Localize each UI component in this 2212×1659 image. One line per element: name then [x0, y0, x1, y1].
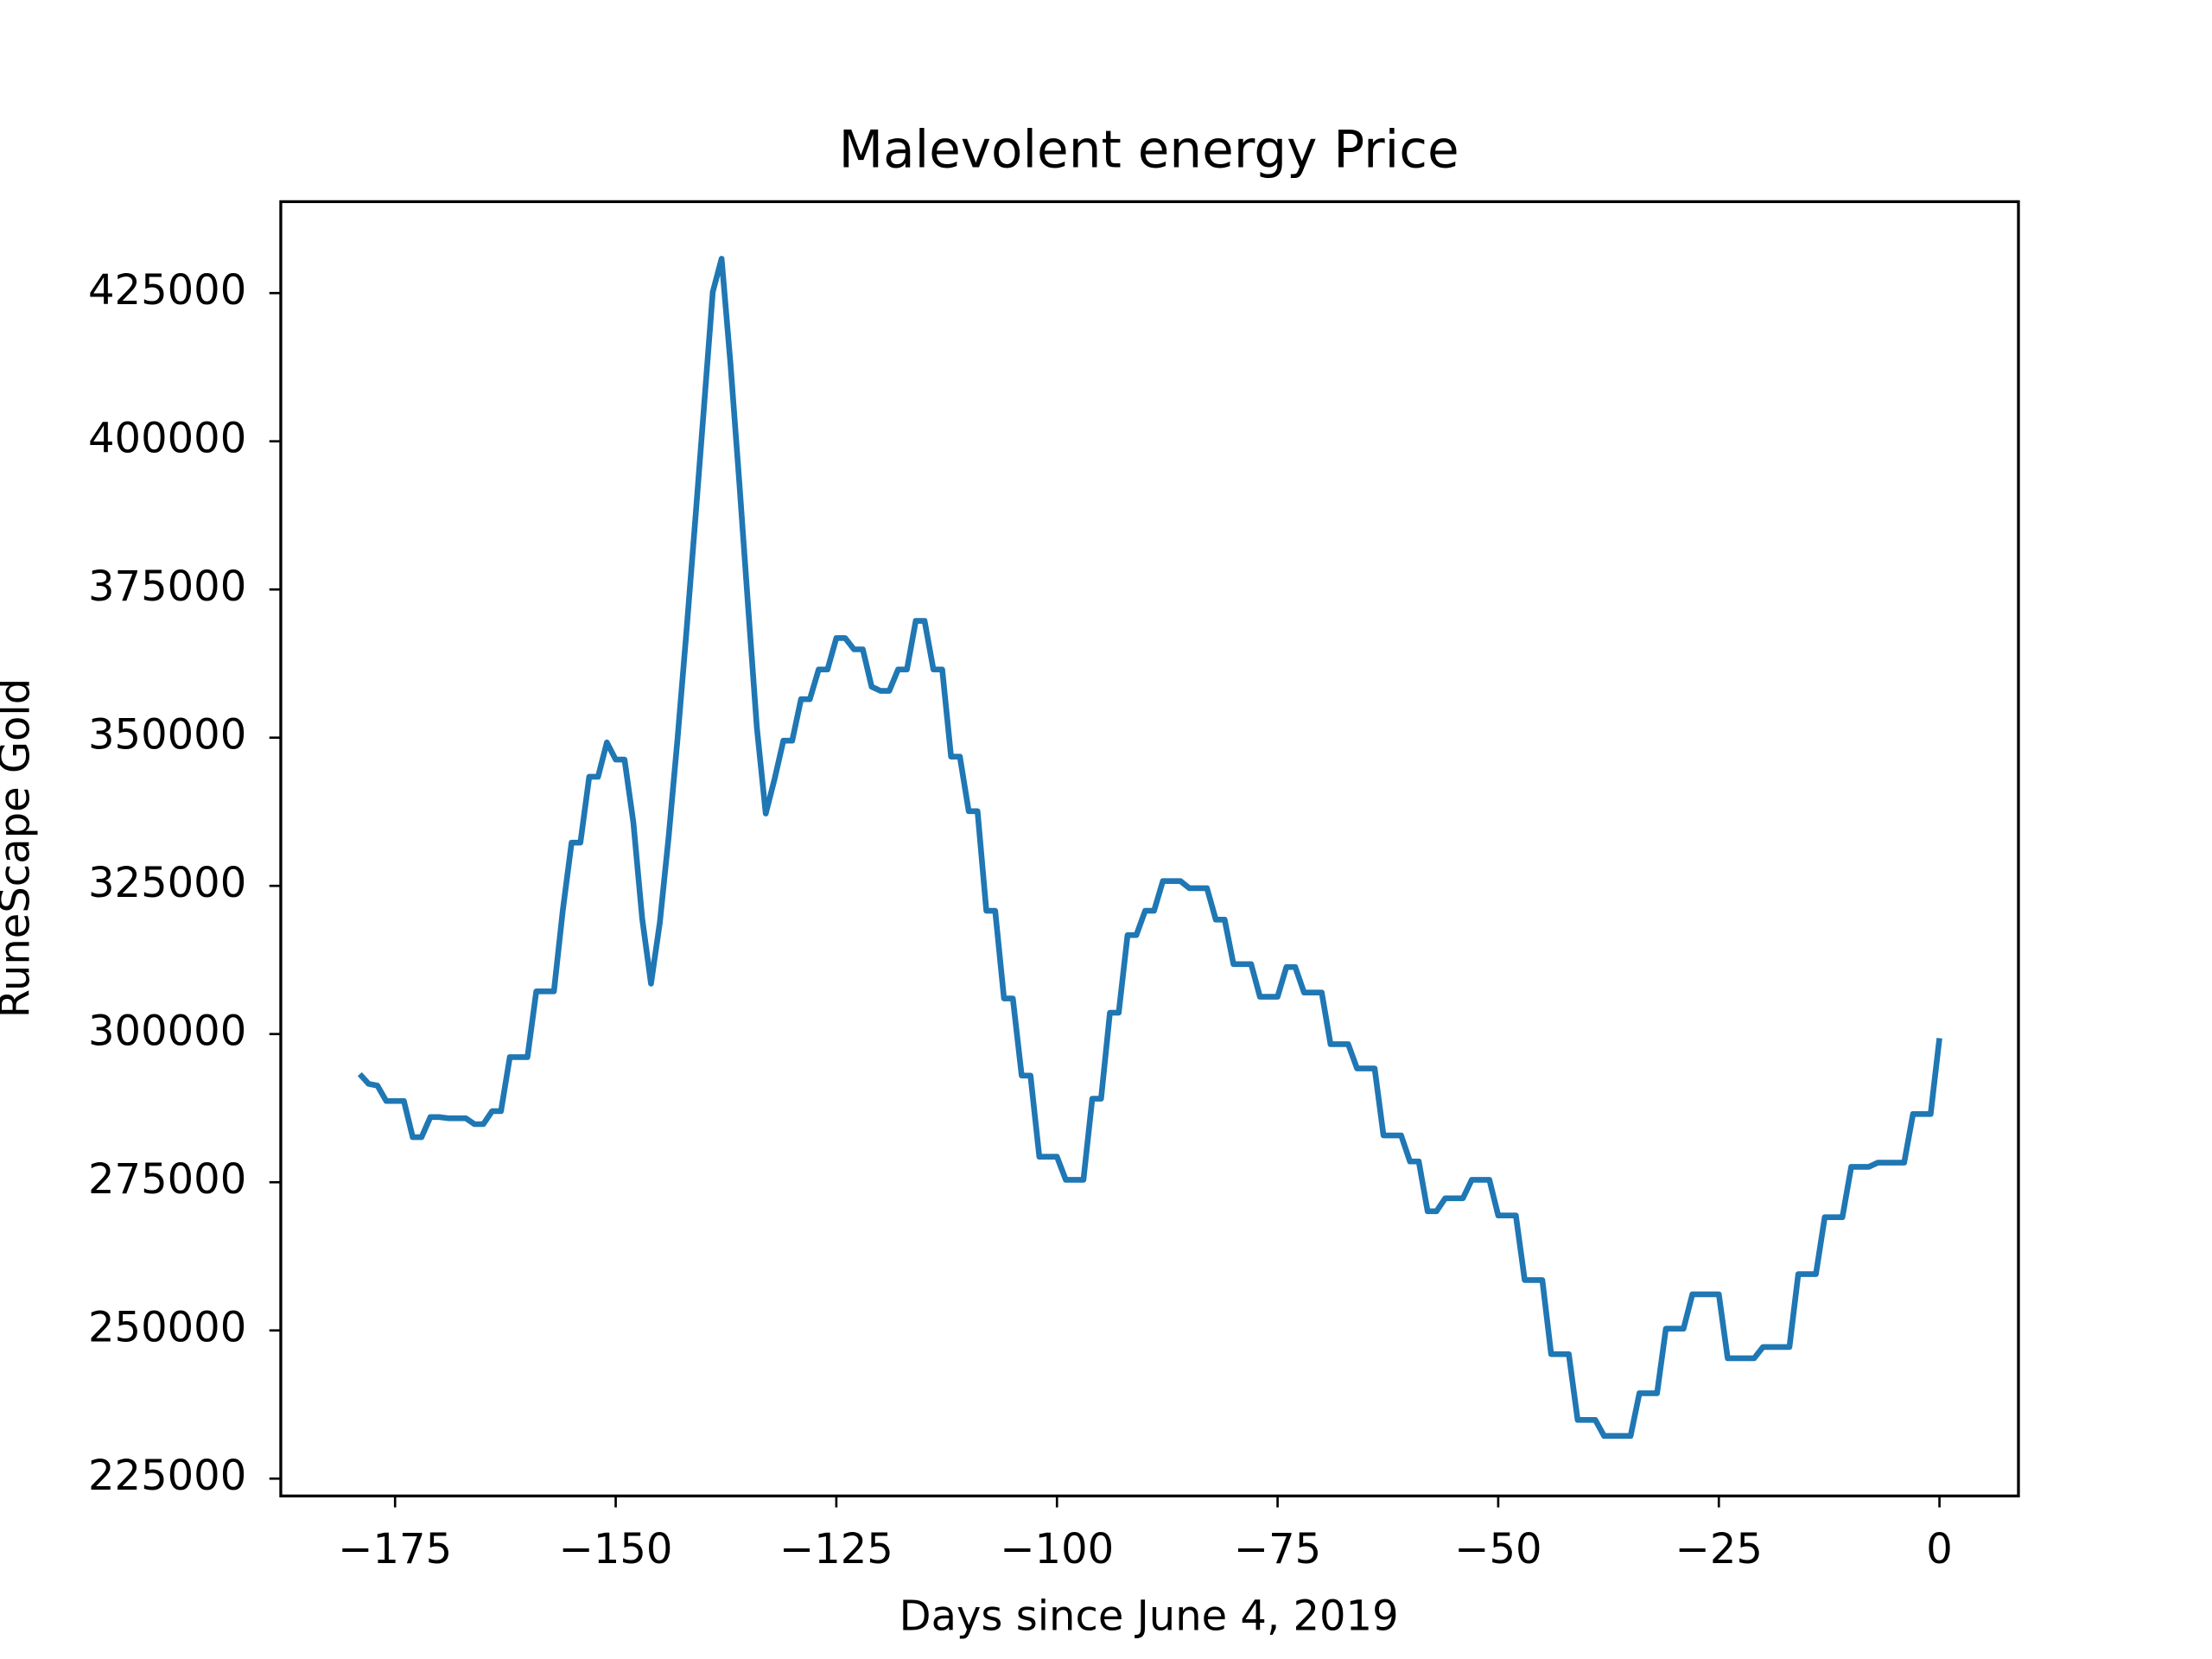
y-tick-label: 375000 — [88, 563, 246, 611]
plot-frame — [279, 200, 2020, 1497]
x-tick-label: −100 — [1000, 1525, 1114, 1573]
x-axis-label: Days since June 4, 2019 — [899, 1592, 1399, 1641]
x-tick-label: −175 — [338, 1525, 452, 1573]
y-tick-label: 250000 — [88, 1304, 246, 1352]
y-tick-label: 275000 — [88, 1155, 246, 1204]
x-tick-label: −50 — [1454, 1525, 1541, 1573]
y-tick-label: 425000 — [88, 266, 246, 315]
y-tick-label: 350000 — [88, 711, 246, 760]
y-axis-label: RuneScape Gold — [0, 678, 39, 1018]
chart-title: Malevolent energy Price — [839, 121, 1459, 181]
x-tick-label: −75 — [1234, 1525, 1321, 1573]
x-tick-label: −125 — [779, 1525, 893, 1573]
price-line — [357, 256, 1942, 1440]
y-tick-label: 400000 — [88, 415, 246, 463]
x-tick-label: −25 — [1675, 1525, 1763, 1573]
y-tick-label: 225000 — [88, 1452, 246, 1500]
y-tick-label: 325000 — [88, 859, 246, 907]
y-tick-label: 300000 — [88, 1007, 246, 1056]
x-tick-label: 0 — [1926, 1525, 1953, 1573]
x-tick-label: −150 — [559, 1525, 673, 1573]
